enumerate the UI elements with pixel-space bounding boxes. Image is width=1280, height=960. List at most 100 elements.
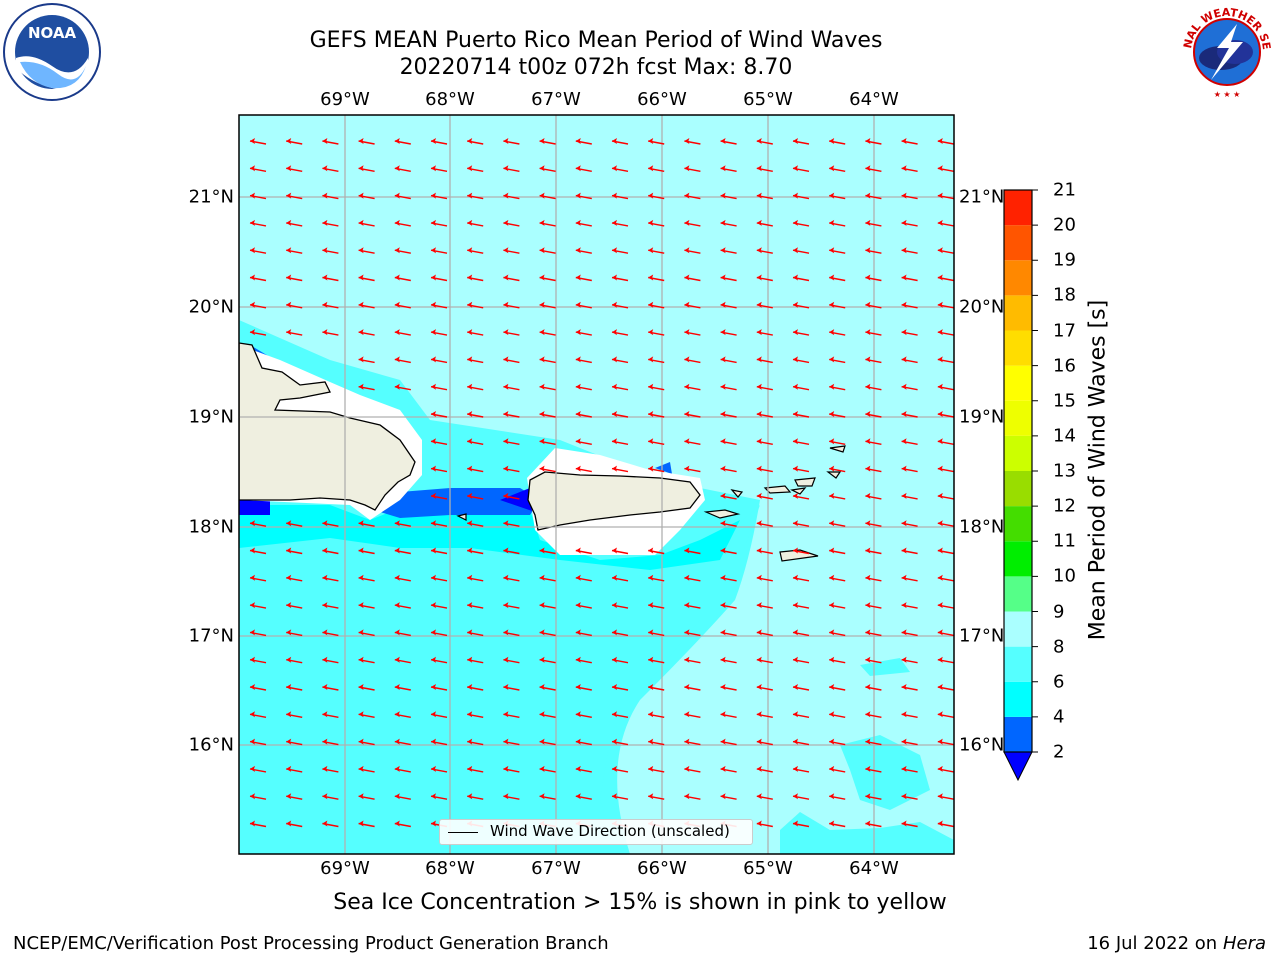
colorbar-tick-label: 6 <box>1053 671 1065 693</box>
wind-wave-arrow <box>829 629 846 637</box>
island-outline <box>826 471 842 479</box>
lat-label-right: 21°N <box>959 186 1005 208</box>
wind-wave-arrow <box>394 274 411 282</box>
lon-label-bottom: 65°W <box>743 858 793 879</box>
lon-label-bottom: 68°W <box>425 858 475 879</box>
wind-wave-arrow <box>394 219 411 227</box>
wind-wave-arrow <box>865 820 882 828</box>
wind-wave-arrow <box>937 684 954 691</box>
wind-wave-arrow <box>901 793 918 800</box>
wind-wave-arrow <box>937 383 954 391</box>
wind-wave-arrow <box>394 329 411 336</box>
wind-wave-arrow <box>648 138 665 145</box>
wind-wave-arrow <box>684 301 701 309</box>
wind-wave-arrow <box>829 274 846 282</box>
lon-label-bottom: 64°W <box>849 858 899 879</box>
wind-wave-arrow <box>865 629 882 637</box>
wind-wave-arrow <box>286 247 303 254</box>
wind-wave-arrow <box>575 356 592 364</box>
wind-wave-arrow <box>430 520 448 527</box>
wind-wave-arrow <box>756 602 773 609</box>
colorbar-tick-label: 9 <box>1053 601 1065 622</box>
wind-wave-arrow <box>249 820 267 828</box>
wind-wave-arrow <box>937 411 954 418</box>
wind-wave-arrow <box>901 138 918 145</box>
wind-wave-arrow <box>539 356 556 364</box>
wind-wave-arrow <box>865 684 882 691</box>
wind-wave-arrow <box>394 356 411 364</box>
wind-wave-arrow <box>286 165 303 172</box>
wind-wave-arrow <box>539 274 556 282</box>
wind-wave-arrow <box>792 602 810 609</box>
wind-wave-arrow <box>829 165 846 172</box>
wind-wave-arrow <box>430 602 448 609</box>
wind-wave-arrow <box>901 820 918 828</box>
wind-wave-arrow <box>358 711 375 718</box>
wind-wave-arrow <box>467 219 484 227</box>
hispaniola-land <box>239 342 416 511</box>
wind-wave-arrow <box>901 765 918 773</box>
wind-wave-arrow <box>792 411 810 418</box>
wind-wave-arrow <box>865 356 882 364</box>
wind-wave-arrow <box>684 438 701 445</box>
wind-wave-arrow <box>829 438 846 445</box>
colorbar <box>1003 189 1038 782</box>
wind-wave-arrow <box>503 411 520 418</box>
wind-wave-arrow <box>249 602 267 609</box>
sea-ice-note: Sea Ice Concentration > 15% is shown in … <box>333 890 947 915</box>
lat-label-right: 16°N <box>959 734 1005 756</box>
wind-wave-arrow <box>937 711 954 718</box>
wind-wave-arrow <box>865 465 882 473</box>
wind-wave-arrow <box>865 656 882 664</box>
wind-wave-arrow <box>503 465 520 473</box>
wind-wave-arrow <box>539 219 556 227</box>
wind-wave-arrow <box>358 765 375 773</box>
wind-wave-arrow <box>467 165 484 172</box>
wind-wave-arrow <box>901 492 918 500</box>
wind-wave-arrow <box>503 192 520 200</box>
wind-wave-arrow <box>575 329 592 336</box>
wind-wave-arrow <box>611 247 629 254</box>
noaa-logo: NOAA <box>3 3 101 101</box>
wind-wave-arrow <box>358 820 375 828</box>
wind-wave-arrow <box>648 411 665 418</box>
wind-wave-arrow <box>865 438 882 445</box>
wind-wave-arrow <box>648 274 665 282</box>
wind-wave-arrow <box>865 138 882 145</box>
wind-wave-arrow <box>322 738 339 746</box>
wind-wave-arrow <box>937 602 954 609</box>
ocean-blue-channel <box>380 488 540 518</box>
wind-wave-arrow <box>829 301 846 309</box>
wind-wave-arrow <box>322 165 339 172</box>
wind-wave-arrow <box>720 711 737 718</box>
ocean-deep-channel <box>239 500 270 515</box>
wind-wave-arrow <box>901 192 918 200</box>
wind-wave-arrow <box>865 165 882 172</box>
wind-wave-arrow <box>829 711 846 718</box>
wind-wave-arrow <box>648 765 665 773</box>
wind-wave-arrow <box>539 438 556 445</box>
wind-wave-arrow <box>901 574 918 582</box>
wind-wave-arrow <box>539 684 556 691</box>
colorbar-segment <box>1004 716 1032 752</box>
lon-label-top: 68°W <box>425 89 475 110</box>
wind-wave-arrow <box>575 684 592 691</box>
wind-wave-arrow <box>865 411 882 418</box>
wind-wave-arrow <box>394 711 411 718</box>
colorbar-segment <box>1004 225 1032 261</box>
wind-wave-arrow <box>358 356 375 364</box>
wind-wave-arrow <box>539 247 556 254</box>
wind-wave-arrow <box>865 274 882 282</box>
colorbar-segment <box>1004 576 1032 612</box>
wind-wave-arrow <box>684 138 701 145</box>
wind-wave-arrow <box>322 765 339 773</box>
wind-wave-arrow <box>358 219 375 227</box>
wind-wave-arrow <box>937 520 954 527</box>
wind-wave-arrow <box>937 820 954 828</box>
wind-wave-arrow <box>756 656 773 664</box>
wind-wave-arrow <box>358 247 375 254</box>
wind-wave-arrow <box>756 301 773 309</box>
wind-wave-arrow <box>937 629 954 637</box>
wind-wave-arrow <box>575 165 592 172</box>
chart-title: GEFS MEAN Puerto Rico Mean Period of Win… <box>309 28 883 53</box>
